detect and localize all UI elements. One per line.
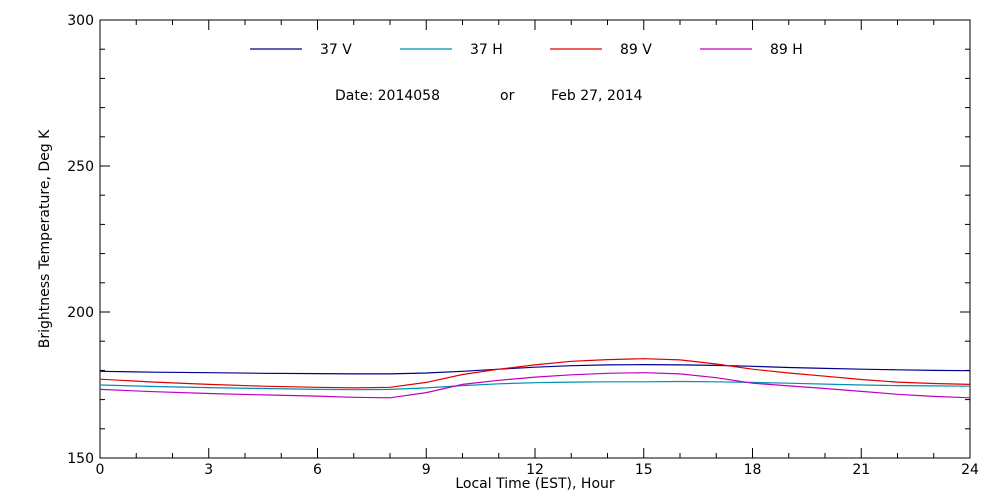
date-label: Date: 2014058 [335,88,440,104]
legend-label-89-h: 89 H [770,42,803,58]
x-tick-label: 6 [313,462,322,478]
y-tick-label: 300 [67,13,94,29]
x-axis-title: Local Time (EST), Hour [455,476,615,492]
legend-label-37-v: 37 V [320,42,352,58]
y-tick-label: 150 [67,451,94,467]
series-lines [99,358,971,399]
y-tick-labels: 150 200 250 300 [67,13,94,467]
x-tick-label: 15 [635,462,653,478]
series-line-37-h [99,380,971,391]
x-tick-label: 21 [852,462,870,478]
x-tick-labels: 0 3 6 9 12 15 18 21 24 [96,462,979,478]
series-line-37-v [99,363,971,375]
y-tick-label: 250 [67,159,94,175]
date-or-label: or [500,88,515,104]
x-tick-label: 0 [96,462,105,478]
legend: 37 V 37 H 89 V 89 H [250,42,803,58]
x-tick-label: 24 [961,462,979,478]
axis-ticks [99,19,971,459]
plot-frame [99,19,971,459]
x-tick-label: 12 [526,462,544,478]
x-tick-label: 9 [422,462,431,478]
y-tick-label: 200 [67,305,94,321]
legend-label-37-h: 37 H [470,42,503,58]
series-line-89-h [99,372,971,399]
x-tick-label: 3 [204,462,213,478]
series-line-89-v [99,358,971,389]
legend-label-89-v: 89 V [620,42,652,58]
date-text: Feb 27, 2014 [551,88,643,104]
x-tick-label: 18 [744,462,762,478]
y-axis-title: Brightness Temperature, Deg K [37,129,53,348]
